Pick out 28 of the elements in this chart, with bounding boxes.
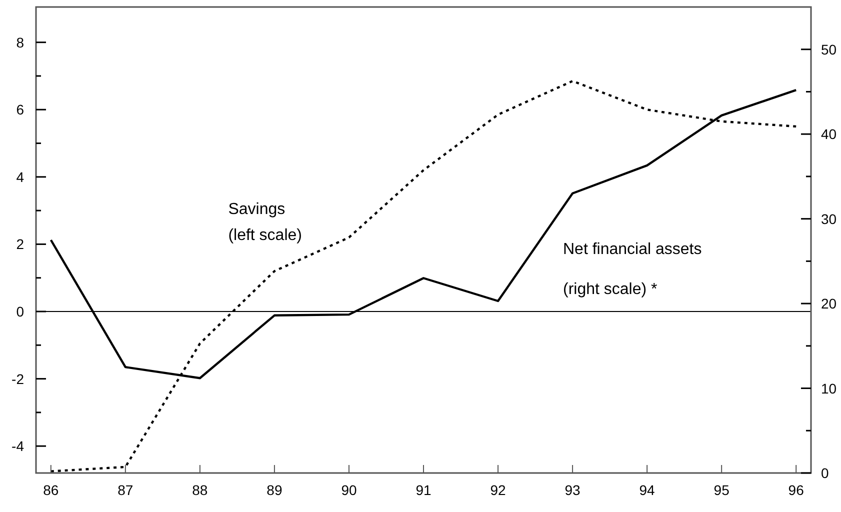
x-tick-label: 96 bbox=[788, 482, 804, 498]
x-tick-label: 86 bbox=[43, 482, 59, 498]
y2-tick-label: 50 bbox=[821, 41, 837, 58]
y-tick-label: -2 bbox=[12, 370, 24, 387]
annotation: (right scale) * bbox=[563, 280, 658, 298]
annotation: (left scale) bbox=[228, 226, 302, 244]
y-tick-label: 2 bbox=[16, 236, 24, 252]
y2-tick-label: 40 bbox=[821, 126, 837, 142]
y-tick-label: 0 bbox=[16, 304, 24, 320]
y-tick-label: -4 bbox=[12, 438, 24, 454]
y2-tick-label: 30 bbox=[821, 210, 837, 227]
x-tick-label: 88 bbox=[192, 482, 208, 498]
y-tick-label: 6 bbox=[16, 102, 24, 118]
y2-tick-label: 0 bbox=[821, 465, 829, 481]
y2-tick-label: 20 bbox=[821, 296, 837, 312]
series-label: Net financial assets bbox=[563, 240, 702, 258]
x-tick-label: 92 bbox=[490, 482, 506, 498]
x-tick-label: 95 bbox=[714, 482, 730, 498]
y2-tick-label: 10 bbox=[821, 380, 837, 396]
text: Savings bbox=[228, 200, 286, 218]
y-tick-label: 8 bbox=[16, 34, 24, 50]
x-tick-label: 93 bbox=[564, 482, 581, 498]
x-tick-label: 94 bbox=[639, 482, 656, 498]
y-tick-label: 4 bbox=[16, 168, 24, 185]
x-tick-label: 87 bbox=[118, 482, 134, 498]
x-tick-label: 91 bbox=[416, 482, 432, 498]
x-tick-label: 89 bbox=[266, 482, 282, 498]
x-tick-label: 90 bbox=[341, 482, 357, 498]
